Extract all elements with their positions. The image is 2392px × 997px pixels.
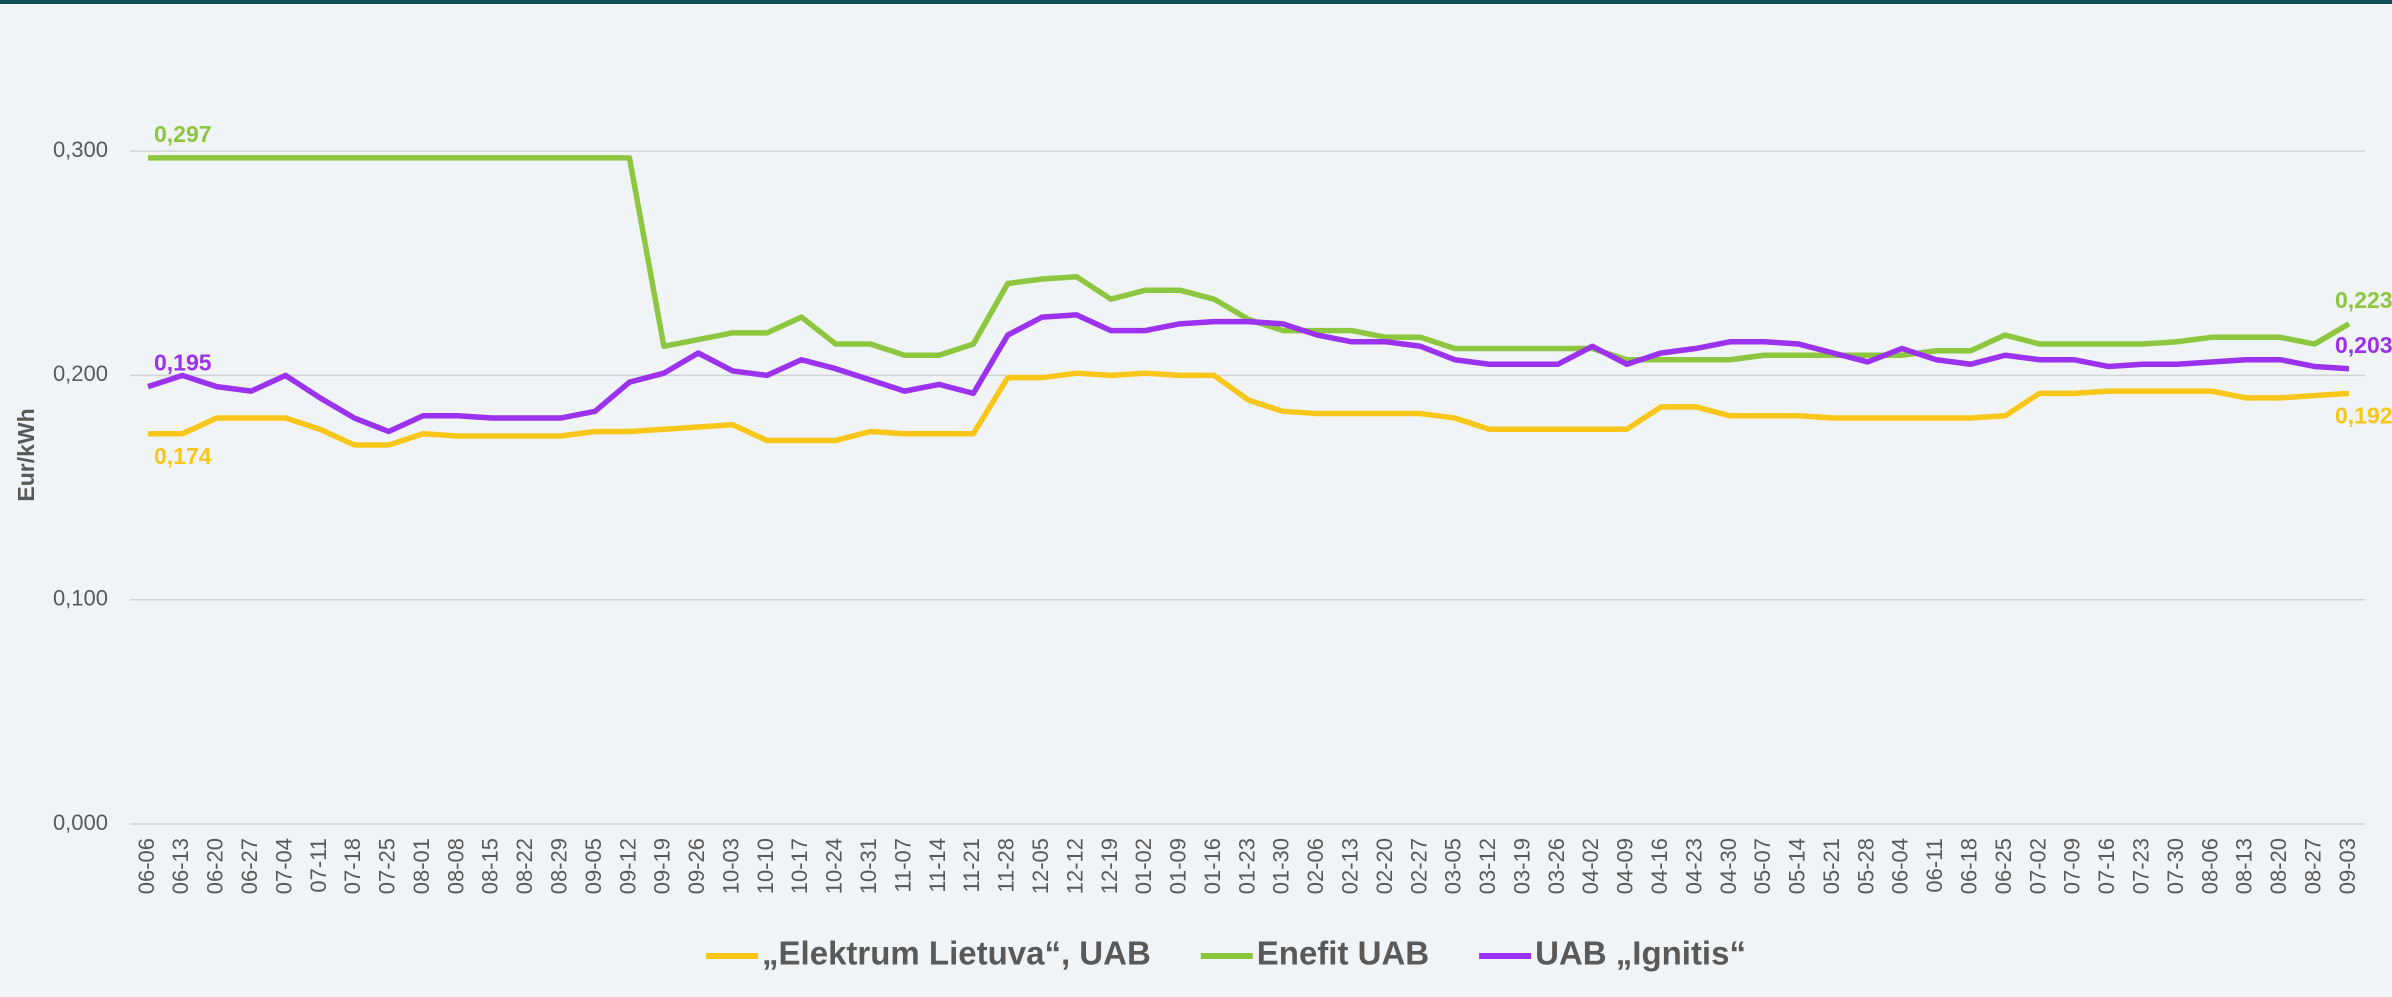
- x-tick-label: 06-18: [1957, 838, 1982, 894]
- x-tick-label: 08-29: [547, 838, 572, 894]
- x-tick-label: 03-19: [1509, 838, 1534, 894]
- legend-label: „Elektrum Lietuva“, UAB: [762, 935, 1151, 972]
- x-tick-label: 08-15: [478, 838, 503, 894]
- x-tick-label: 07-02: [2025, 838, 2050, 894]
- y-tick-label: 0,300: [53, 137, 108, 162]
- x-tick-label: 04-23: [1681, 838, 1706, 894]
- x-tick-label: 07-23: [2128, 838, 2153, 894]
- x-tick-label: 08-20: [2266, 838, 2291, 894]
- x-tick-label: 10-10: [753, 838, 778, 894]
- top-bar: [0, 0, 2392, 4]
- x-tick-label: 10-24: [822, 838, 847, 894]
- x-tick-label: 01-09: [1166, 838, 1191, 894]
- x-tick-label: 02-20: [1372, 838, 1397, 894]
- legend-label: Enefit UAB: [1257, 935, 1429, 972]
- x-tick-label: 08-01: [409, 838, 434, 894]
- data-label: 0,192: [2335, 402, 2392, 428]
- x-tick-label: 10-17: [787, 838, 812, 894]
- x-tick-label: 11-21: [959, 838, 984, 893]
- x-tick-label: 01-02: [1131, 838, 1156, 894]
- x-tick-label: 08-08: [443, 838, 468, 894]
- x-tick-label: 06-25: [1991, 838, 2016, 894]
- x-tick-label: 10-03: [718, 838, 743, 894]
- x-tick-label: 04-02: [1578, 838, 1603, 894]
- x-tick-label: 04-09: [1613, 838, 1638, 894]
- x-tick-label: 02-13: [1337, 838, 1362, 894]
- x-tick-label: 05-21: [1819, 838, 1844, 894]
- legend-label: UAB „Ignitis“: [1535, 935, 1746, 972]
- x-tick-label: 07-04: [271, 838, 296, 894]
- y-axis-label: Eur/kWh: [13, 408, 39, 501]
- series-line: [148, 370, 2350, 448]
- x-tick-label: 04-30: [1716, 838, 1741, 894]
- data-label: 0,297: [154, 121, 212, 147]
- x-tick-label: 12-05: [1028, 838, 1053, 894]
- x-tick-label: 07-11: [306, 838, 331, 893]
- x-tick-label: 06-13: [168, 838, 193, 894]
- x-tick-label: 01-23: [1234, 838, 1259, 894]
- x-tick-label: 11-07: [890, 838, 915, 893]
- x-tick-label: 06-27: [237, 838, 262, 894]
- x-tick-label: 06-20: [203, 838, 228, 894]
- x-tick-label: 02-06: [1303, 838, 1328, 894]
- x-tick-label: 07-16: [2094, 838, 2119, 894]
- x-tick-label: 05-07: [1750, 838, 1775, 894]
- x-tick-label: 09-03: [2335, 838, 2360, 894]
- x-tick-label: 01-30: [1269, 838, 1294, 894]
- data-label: 0,174: [154, 443, 212, 469]
- x-tick-label: 06-11: [1922, 838, 1947, 893]
- x-tick-label: 08-06: [2197, 838, 2222, 894]
- x-tick-label: 03-26: [1544, 838, 1569, 894]
- x-tick-label: 07-09: [2060, 838, 2085, 894]
- data-label: 0,195: [154, 350, 212, 376]
- x-tick-label: 12-12: [1062, 838, 1087, 894]
- x-tick-label: 03-05: [1441, 838, 1466, 894]
- x-tick-label: 10-31: [856, 838, 881, 894]
- y-tick-label: 0,200: [53, 361, 108, 386]
- x-tick-label: 09-19: [650, 838, 675, 894]
- x-tick-label: 07-18: [340, 838, 365, 894]
- x-tick-label: 11-14: [925, 838, 950, 893]
- x-tick-label: 03-12: [1475, 838, 1500, 894]
- x-tick-label: 08-27: [2300, 838, 2325, 894]
- x-tick-label: 05-28: [1853, 838, 1878, 894]
- x-tick-label: 07-30: [2163, 838, 2188, 894]
- x-tick-label: 08-13: [2232, 838, 2257, 894]
- y-tick-label: 0,000: [53, 810, 108, 835]
- x-tick-label: 09-12: [615, 838, 640, 894]
- x-tick-label: 09-26: [684, 838, 709, 894]
- x-tick-label: 11-28: [994, 838, 1019, 893]
- x-tick-label: 06-04: [1888, 838, 1913, 894]
- x-tick-label: 02-27: [1406, 838, 1431, 894]
- x-tick-label: 06-06: [134, 838, 159, 894]
- x-tick-label: 05-14: [1785, 838, 1810, 894]
- series-line: [147, 312, 2350, 435]
- x-tick-label: 09-05: [581, 838, 606, 894]
- x-tick-label: 01-16: [1200, 838, 1225, 894]
- data-label: 0,223: [2335, 287, 2392, 313]
- x-tick-label: 04-16: [1647, 838, 1672, 894]
- y-tick-label: 0,100: [53, 586, 108, 611]
- x-tick-label: 08-22: [512, 838, 537, 894]
- x-tick-label: 12-19: [1097, 838, 1122, 894]
- x-tick-label: 07-25: [375, 838, 400, 894]
- data-label: 0,203: [2335, 332, 2392, 358]
